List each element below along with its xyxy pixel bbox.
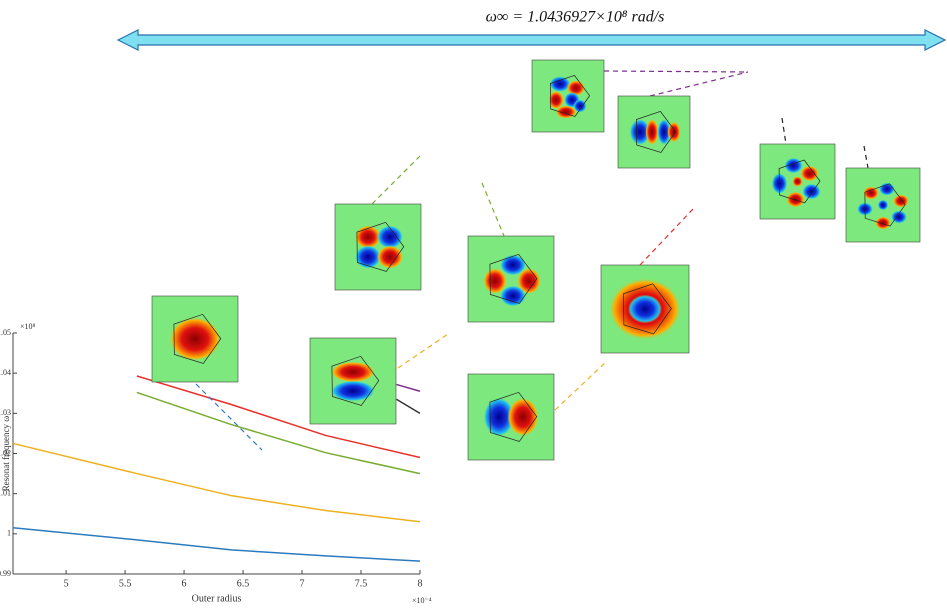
mode-blob — [507, 398, 538, 437]
series-line — [13, 443, 420, 521]
chart: ω∞ = 1.0436927×10⁸ rad/s 0.9911.011.021.… — [0, 0, 947, 612]
inset-frame — [468, 236, 554, 322]
mode-blob — [646, 119, 659, 145]
series-line — [13, 528, 420, 561]
series-line — [396, 399, 420, 413]
y-tick-label: 1.04 — [0, 368, 11, 377]
mode-blob — [802, 184, 820, 200]
mode-blob — [668, 122, 681, 143]
mode-blob — [377, 225, 403, 248]
x-tick-label: 6 — [182, 578, 187, 589]
mode-blob — [878, 200, 888, 210]
y-tick-label: 1 — [7, 529, 11, 538]
chart-title: ω∞ = 1.0436927×10⁸ rad/s — [486, 9, 665, 26]
x-exponent: ×10⁻⁴ — [412, 596, 432, 605]
mode-insets — [152, 60, 920, 460]
mode-blob — [574, 100, 587, 113]
x-tick-label: 6.5 — [237, 578, 250, 589]
y-tick-label: 1.05 — [0, 328, 11, 337]
mode-blob — [893, 195, 909, 208]
x-tick-label: 5 — [64, 578, 69, 589]
x-axis-label: Outer radius — [192, 593, 242, 604]
inset-frame — [335, 204, 421, 290]
x-tick-label: 7 — [300, 578, 305, 589]
arrow — [118, 30, 945, 50]
mode-blob — [331, 362, 375, 383]
mode-blob — [792, 176, 802, 186]
mode-blob — [628, 295, 662, 324]
mode-blob — [500, 286, 526, 307]
mode-blob — [556, 106, 577, 119]
mode-blob — [875, 217, 891, 230]
x-tick-label: 5.5 — [119, 578, 132, 589]
mode-blob — [377, 245, 403, 268]
y-axis-label: Resonat frequency ω — [1, 416, 11, 491]
y-tick-label: 0.99 — [0, 569, 11, 578]
series-line — [396, 384, 420, 391]
x-tick-label: 7.5 — [355, 578, 368, 589]
x-tick-label: 8 — [418, 578, 423, 589]
mode-blob — [786, 192, 804, 208]
mode-blob — [800, 166, 818, 182]
y-exponent: ×10⁸ — [20, 322, 36, 331]
mode-blob — [169, 317, 221, 361]
